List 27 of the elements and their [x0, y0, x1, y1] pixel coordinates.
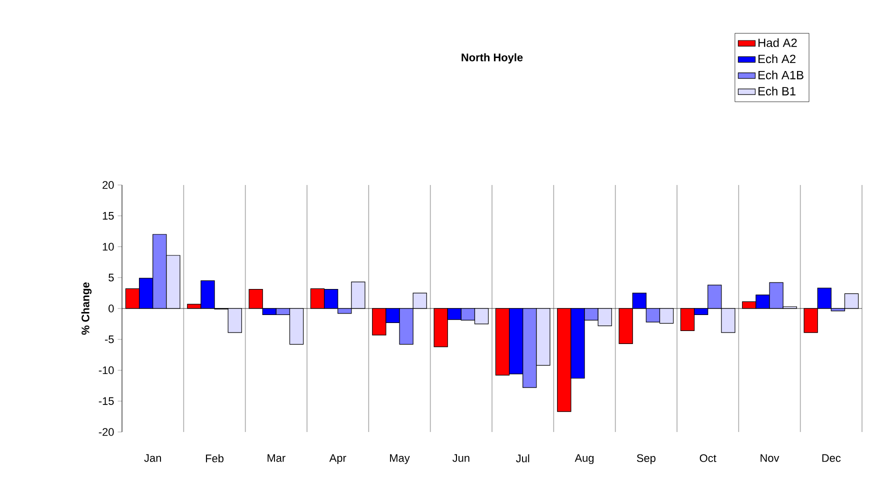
legend-label: Ech B1	[758, 86, 796, 96]
x-tick-label: Jan	[144, 454, 161, 462]
y-tick-label: 20	[102, 181, 114, 189]
x-tick-label: Apr	[329, 454, 346, 464]
y-tick-label: 15	[102, 212, 114, 220]
x-tick-label: Aug	[574, 454, 594, 464]
x-tick-label: Sep	[636, 454, 656, 464]
x-tick-label: May	[390, 454, 410, 464]
y-tick-label: -20	[98, 428, 114, 436]
x-tick-label: Dec	[822, 454, 841, 462]
x-tick-label: Mar	[268, 454, 286, 462]
y-tick-label: 10	[102, 242, 114, 251]
y-axis-title: % Change	[81, 282, 92, 335]
y-tick-label: -10	[98, 366, 114, 374]
x-tick-label: Jun	[452, 454, 470, 462]
x-tick-label: Oct	[700, 454, 716, 462]
y-tick-label: 5	[108, 274, 114, 282]
y-tick-label: -15	[98, 397, 114, 405]
legend-label: Had A2	[758, 38, 797, 48]
x-tick-label: Feb	[206, 454, 224, 462]
legend-label: Ech A1B	[758, 70, 804, 80]
x-tick-label: Nov	[760, 454, 780, 462]
y-tick-label: 0	[108, 304, 114, 312]
y-tick-label: -5	[104, 336, 114, 344]
chart-title: North Hoyle	[462, 53, 523, 64]
x-tick-label: Jul	[516, 454, 530, 462]
legend-label: Ech A2	[758, 54, 796, 64]
